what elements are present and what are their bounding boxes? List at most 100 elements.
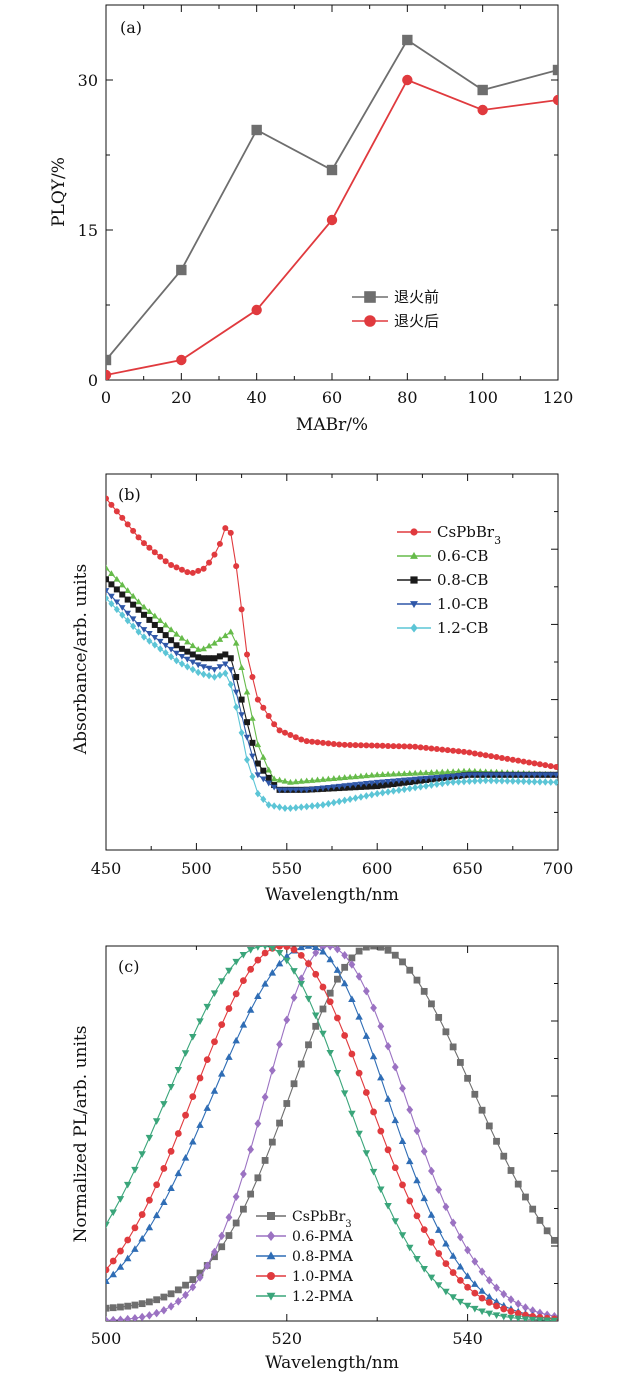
data-point: [108, 581, 115, 588]
data-point: [203, 1056, 211, 1064]
data-point: [390, 778, 397, 785]
data-point: [471, 1090, 479, 1098]
data-point: [482, 776, 489, 785]
data-point: [146, 616, 153, 623]
data-point: [395, 743, 402, 750]
data-point: [319, 776, 327, 782]
data-point: [260, 795, 267, 803]
data-point: [287, 787, 294, 794]
x-axis-label: Wavelength/nm: [265, 1353, 399, 1373]
data-point: [195, 654, 202, 661]
data-point: [449, 1218, 457, 1227]
data-point: [482, 752, 489, 759]
data-point: [355, 972, 363, 981]
data-point: [271, 802, 278, 810]
data-point: [239, 1021, 248, 1028]
data-point: [262, 946, 268, 950]
data-point: [369, 1052, 378, 1060]
data-point: [254, 992, 262, 1000]
data-point: [529, 1306, 537, 1315]
data-point: [225, 1005, 233, 1012]
data-point: [325, 740, 332, 747]
data-point: [471, 772, 479, 779]
data-point: [249, 739, 256, 746]
legend-swatch-marker: [267, 1272, 275, 1280]
data-point: [330, 740, 337, 747]
data-point: [428, 1000, 435, 1008]
data-point: [391, 1116, 400, 1124]
data-point: [326, 998, 334, 1006]
data-point: [427, 1274, 436, 1282]
data-point: [553, 778, 558, 787]
data-point: [195, 668, 202, 677]
data-point: [210, 990, 219, 998]
data-point: [211, 1253, 218, 1261]
data-point: [276, 1119, 283, 1127]
data-point: [390, 770, 397, 777]
data-point: [362, 1032, 371, 1039]
data-point: [466, 772, 473, 779]
data-point: [157, 645, 164, 653]
data-point: [118, 581, 126, 588]
data-point: [334, 975, 341, 983]
data-point: [276, 946, 283, 950]
data-point: [492, 1312, 501, 1320]
data-point: [189, 651, 196, 658]
data-point: [357, 793, 364, 801]
data-point: [312, 970, 320, 978]
data-point: [131, 1166, 139, 1174]
data-point: [485, 1299, 493, 1306]
data-point: [240, 1205, 247, 1213]
data-point: [391, 1164, 399, 1172]
data-point: [341, 783, 348, 790]
legend-label: 0.8-CB: [437, 571, 488, 589]
data-point: [254, 789, 261, 798]
data-point: [151, 641, 158, 649]
legend-label: 1.0-CB: [437, 595, 488, 613]
data-point: [485, 1310, 494, 1318]
data-point: [116, 1263, 125, 1270]
data-point: [411, 769, 419, 776]
data-point: [514, 1299, 522, 1309]
data-point: [435, 1250, 443, 1257]
data-point: [352, 742, 359, 749]
legend-entry: 0.8-CB: [397, 571, 488, 589]
data-point: [531, 772, 538, 779]
data-point: [550, 1317, 558, 1321]
data-point: [311, 1012, 320, 1020]
data-point: [113, 508, 120, 515]
data-point: [290, 1080, 298, 1088]
data-point: [106, 1266, 110, 1274]
x-tick-label: 500: [91, 1329, 122, 1348]
legend-label-text: 0.8-CB: [437, 571, 488, 589]
data-point: [268, 1138, 276, 1146]
data-point: [131, 1224, 139, 1232]
data-point: [455, 778, 462, 786]
data-point: [162, 621, 169, 628]
data-point: [485, 1276, 493, 1285]
data-point: [119, 514, 126, 521]
data-point: [167, 1302, 175, 1311]
data-point: [268, 1066, 276, 1075]
data-point: [357, 781, 365, 788]
y-axis-label: Absorbance/arb. units: [71, 564, 91, 755]
data-point: [211, 639, 218, 646]
data-point: [276, 776, 283, 783]
data-point: [456, 1232, 464, 1242]
data-point: [526, 777, 533, 786]
plot-area: [106, 495, 558, 813]
data-point: [123, 1254, 132, 1262]
data-point: [428, 1238, 435, 1246]
data-point: [238, 712, 245, 719]
data-point: [189, 659, 197, 666]
data-point: [547, 778, 554, 786]
data-point: [379, 771, 386, 777]
x-tick-label: 60: [322, 388, 342, 407]
data-point: [348, 954, 356, 962]
data-point: [297, 951, 305, 959]
data-point: [206, 655, 213, 662]
data-point: [333, 966, 342, 973]
panel-b: 450 500 550 600 650 700 (b) Wavelength/nm Absorb…: [71, 473, 573, 905]
data-point: [520, 758, 527, 765]
data-point: [340, 1090, 349, 1098]
